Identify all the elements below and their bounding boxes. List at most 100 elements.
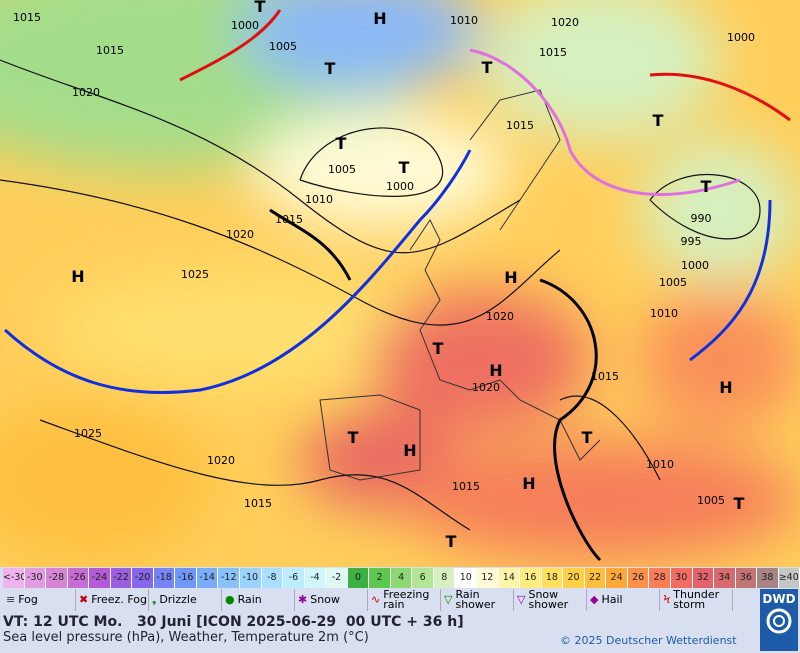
cold-front — [3, 149, 472, 394]
warm-front — [179, 9, 282, 82]
isobar-label: 1025 — [181, 268, 209, 281]
scale-cell: -18 — [153, 568, 176, 588]
scale-cell: 0 — [347, 568, 370, 588]
scale-cell: 6 — [412, 568, 434, 588]
isobar-label: 1010 — [305, 193, 333, 206]
isobar-label: 1010 — [650, 307, 678, 320]
legend-label: Rain — [237, 593, 262, 606]
scale-cell: 26 — [627, 568, 650, 588]
valid-time: VT: 12 UTC Mo. 30 Juni [ICON 2025-06-29 … — [3, 614, 464, 630]
pressure-system: T — [653, 111, 664, 130]
scale-cell: 34 — [714, 568, 736, 588]
legend-icon: ▽ — [444, 593, 453, 606]
legend-label: Thunder storm — [673, 588, 720, 611]
legend-item: ▽ Rain shower — [441, 589, 514, 611]
isobar-label: 1020 — [472, 381, 500, 394]
isobar-label: 1015 — [275, 213, 303, 226]
scale-cell: -20 — [132, 568, 154, 588]
legend-item: ∿ Freezing rain — [368, 589, 441, 611]
scale-cell: -30 — [24, 568, 47, 588]
legend-item: ◆ Hail — [587, 589, 660, 611]
legend-icon: ✱ — [298, 593, 308, 606]
scale-cell: -24 — [89, 568, 111, 588]
pressure-system: H — [373, 9, 386, 28]
pressure-system: T — [433, 339, 444, 358]
legend-icon: ◆ — [590, 593, 599, 606]
legend-icon: ≡ — [6, 593, 16, 606]
weather-map: 1015 1000 1005 1010 1020 1015 1000 1015 1020 1015… — [0, 0, 800, 567]
legend-item: Ϟ Thunder storm — [660, 589, 733, 611]
scale-cell: 18 — [541, 568, 564, 588]
copyright: © 2025 Deutscher Wetterdienst — [560, 634, 737, 647]
scale-cell: 8 — [433, 568, 456, 588]
isobar-label: 1005 — [697, 494, 725, 507]
isobar-label: 1020 — [551, 16, 579, 29]
isobar-label: 1005 — [328, 163, 356, 176]
legend-item: ❟ Drizzle — [149, 589, 222, 611]
logo-icon — [766, 608, 792, 634]
scale-cell: -2 — [326, 568, 348, 588]
pressure-system: H — [489, 361, 502, 380]
temperature-field — [0, 0, 800, 560]
legend-label: Fog — [18, 593, 38, 606]
isobar-label: 990 — [691, 212, 712, 225]
pressure-system: T — [399, 158, 410, 177]
pressure-system: T — [446, 532, 457, 551]
scale-cell: -26 — [67, 568, 90, 588]
scale-cell: 2 — [369, 568, 391, 588]
legend-item: ✖ Freez. Fog — [76, 589, 149, 611]
legend-label: Snow shower — [528, 588, 569, 611]
legend-item: ▽ Snow shower — [514, 589, 587, 611]
scale-cell: 22 — [584, 568, 607, 588]
isobar-label: 1015 — [591, 370, 619, 383]
legend-label: Rain shower — [455, 588, 496, 611]
isobar-label: 1015 — [244, 497, 272, 510]
temperature-scale: <-30 -30 -28 -26 -24 -22 -20 -18 -16 -14 -12 -10 -8-… — [3, 568, 800, 588]
isobar-label: 995 — [681, 235, 702, 248]
pressure-system: T — [734, 494, 745, 513]
isobar-label: 1000 — [386, 180, 414, 193]
scale-cell: -16 — [175, 568, 197, 588]
scale-cell: 4 — [390, 568, 413, 588]
pressure-system: H — [71, 267, 84, 286]
legend-icon: ∿ — [371, 593, 381, 606]
trough — [269, 208, 352, 281]
isobars — [0, 59, 761, 531]
legend-icon: ✖ — [79, 593, 89, 606]
isobar-label: 1015 — [96, 44, 124, 57]
isobar-label: 1015 — [452, 480, 480, 493]
pressure-system: T — [348, 428, 359, 447]
scale-cell: 20 — [563, 568, 585, 588]
occlusion — [469, 48, 741, 196]
pressure-system: H — [504, 268, 517, 287]
isobar-label: 1000 — [727, 31, 755, 44]
isobar-label: 1020 — [486, 310, 514, 323]
isobar-label: 1005 — [659, 276, 687, 289]
isobar-label: 1010 — [450, 14, 478, 27]
map-labels: 1015 1000 1005 1010 1020 1015 1000 1015 1020 1015… — [13, 0, 755, 551]
scale-cell: -22 — [110, 568, 133, 588]
pressure-system: T — [255, 0, 266, 16]
isobar-label: 1010 — [646, 458, 674, 471]
pressure-system: T — [336, 134, 347, 153]
legend-icon: ❟ — [152, 593, 157, 606]
scale-cell: 24 — [606, 568, 628, 588]
scale-cell: ≥40 °C — [778, 568, 800, 588]
cold-front — [689, 199, 772, 362]
scale-cell: 16 — [520, 568, 542, 588]
isobar-label: 1020 — [207, 454, 235, 467]
pressure-system: H — [719, 378, 732, 397]
pressure-system: T — [582, 428, 593, 447]
legend-icon: ▽ — [517, 593, 526, 606]
isobar-label: 1020 — [226, 228, 254, 241]
legend-label: Hail — [601, 593, 623, 606]
isobar-label: 1025 — [74, 427, 102, 440]
legend-label: Freezing rain — [383, 588, 430, 611]
isobar-label: 1000 — [681, 259, 709, 272]
scale-cell: 10 — [455, 568, 478, 588]
legend-item: ✱ Snow — [295, 589, 368, 611]
legend-label: Drizzle — [159, 593, 197, 606]
scale-cell: 28 — [649, 568, 671, 588]
legend-item: ● Rain — [222, 589, 295, 611]
legend-item: ≡ Fog — [3, 589, 76, 611]
